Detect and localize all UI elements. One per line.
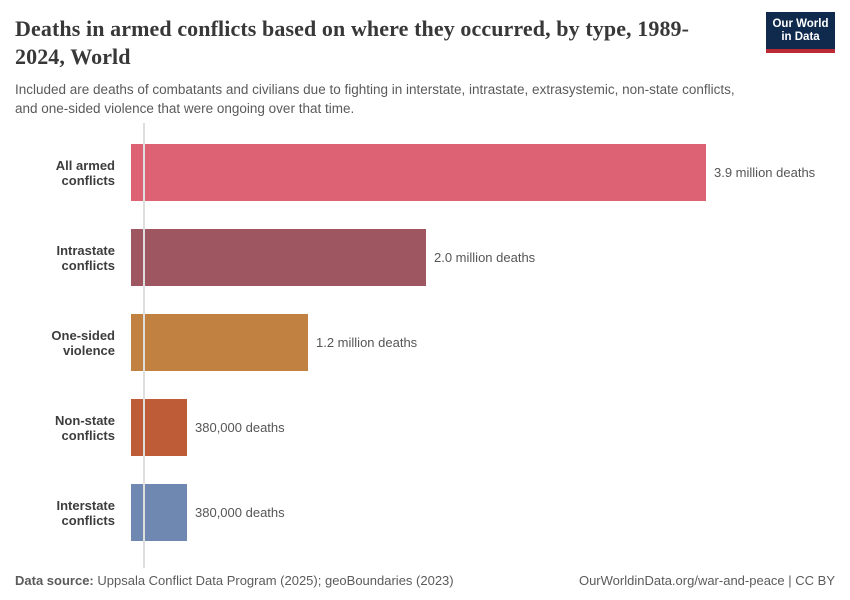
attribution-link[interactable]: OurWorldinData.org/war-and-peace | CC BY xyxy=(578,573,835,588)
attribution-note: OurWorldinData.org/war-and-peace | CC BY xyxy=(579,573,835,588)
bar-row-all-armed-conflicts: All armed conflicts 3.9 million deaths xyxy=(15,130,835,215)
bar-plot: 380,000 deaths xyxy=(129,484,835,541)
bar-row-interstate-conflicts: Interstate conflicts 380,000 deaths xyxy=(15,470,835,555)
value-label: 2.0 million deaths xyxy=(434,250,536,265)
bar-interstate-conflicts[interactable] xyxy=(131,484,187,541)
bar-chart: All armed conflicts 3.9 million deaths I… xyxy=(15,123,835,568)
bar-intrastate-conflicts[interactable] xyxy=(131,229,426,286)
bar-all-armed-conflicts[interactable] xyxy=(131,144,706,201)
data-source-note: Data source: Uppsala Conflict Data Progr… xyxy=(15,573,454,588)
chart-header: Deaths in armed conflicts based on where… xyxy=(15,15,835,118)
bar-plot: 380,000 deaths xyxy=(129,399,835,456)
owid-logo-line1: Our World xyxy=(772,18,829,30)
bar-non-state-conflicts[interactable] xyxy=(131,399,187,456)
owid-logo-line2: in Data xyxy=(781,31,820,43)
category-label: All armed conflicts xyxy=(55,157,115,188)
data-source-label: Data source: xyxy=(15,573,94,588)
bar-row-one-sided-violence: One-sided violence 1.2 million deaths xyxy=(15,300,835,385)
owid-logo: Our World in Data xyxy=(766,12,835,53)
value-label: 3.9 million deaths xyxy=(714,165,816,180)
category-label: Non-state conflicts xyxy=(55,412,115,443)
chart-subtitle: Included are deaths of combatants and ci… xyxy=(15,82,735,116)
data-source-text: Uppsala Conflict Data Program (2025); ge… xyxy=(93,573,454,588)
bar-plot: 2.0 million deaths xyxy=(129,229,835,286)
chart-footer: Data source: Uppsala Conflict Data Progr… xyxy=(15,573,835,588)
value-label: 380,000 deaths xyxy=(195,505,285,520)
bar-plot: 3.9 million deaths xyxy=(129,144,835,201)
value-label: 380,000 deaths xyxy=(195,420,285,435)
category-label: Intrastate conflicts xyxy=(56,242,115,273)
bar-row-intrastate-conflicts: Intrastate conflicts 2.0 million deaths xyxy=(15,215,835,300)
category-label: One-sided violence xyxy=(51,327,115,358)
bar-row-non-state-conflicts: Non-state conflicts 380,000 deaths xyxy=(15,385,835,470)
chart-title: Deaths in armed conflicts based on where… xyxy=(15,16,690,69)
bar-plot: 1.2 million deaths xyxy=(129,314,835,371)
y-axis-line xyxy=(143,123,145,568)
bar-one-sided-violence[interactable] xyxy=(131,314,308,371)
category-label: Interstate conflicts xyxy=(56,497,115,528)
value-label: 1.2 million deaths xyxy=(316,335,418,350)
